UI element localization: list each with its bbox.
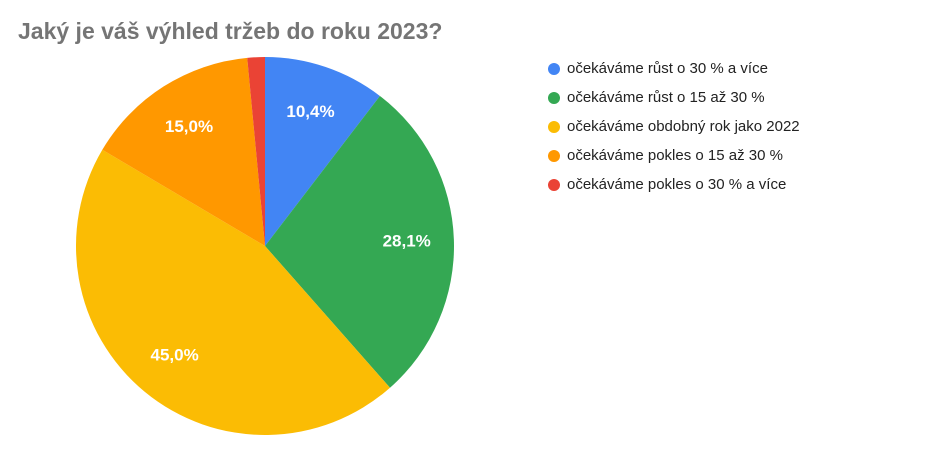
pie-slice-value-label: 15,0% xyxy=(165,117,213,136)
legend-item-label: očekáváme pokles o 30 % a více xyxy=(567,176,787,193)
legend-item: očekáváme pokles o 30 % a více xyxy=(548,170,800,199)
legend-item-label: očekáváme růst o 15 až 30 % xyxy=(567,89,765,106)
legend-color-dot xyxy=(548,91,560,104)
legend-item-label: očekáváme pokles o 15 až 30 % xyxy=(567,147,783,164)
pie-slice-value-label: 10,4% xyxy=(286,102,334,121)
pie-slice-5[interactable] xyxy=(247,57,265,246)
legend-item-label: očekáváme růst o 30 % a více xyxy=(567,60,768,77)
legend-item: očekáváme růst o 30 % a více xyxy=(548,54,800,83)
legend-color-dot xyxy=(548,178,560,191)
legend-color-dot xyxy=(548,149,560,162)
pie-slice-4[interactable] xyxy=(102,57,265,247)
pie-slice-2[interactable] xyxy=(265,95,454,388)
legend: očekáváme růst o 30 % a více očekáváme r… xyxy=(548,54,800,199)
legend-color-dot xyxy=(548,120,560,133)
legend-item-label: očekáváme obdobný rok jako 2022 xyxy=(567,118,800,135)
pie-slice-value-label: 45,0% xyxy=(150,346,198,365)
pie-slice-3[interactable] xyxy=(75,149,390,436)
pie-slice-value-label: 28,1% xyxy=(383,232,431,251)
chart-title: Jaký je váš výhled tržeb do roku 2023? xyxy=(18,18,443,44)
legend-item: očekáváme růst o 15 až 30 % xyxy=(548,83,800,112)
legend-color-dot xyxy=(548,62,560,75)
pie-slice-1[interactable] xyxy=(265,57,380,246)
legend-item: očekáváme obdobný rok jako 2022 xyxy=(548,112,800,141)
legend-item: očekáváme pokles o 15 až 30 % xyxy=(548,141,800,170)
